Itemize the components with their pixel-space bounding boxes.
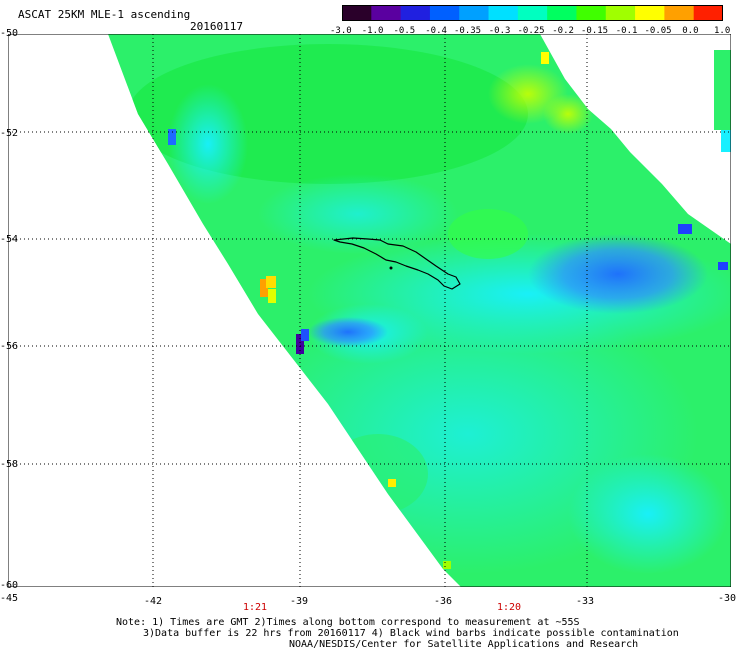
colorbar-swatch — [371, 5, 402, 21]
colorbar-swatch — [635, 5, 665, 21]
colorbar-label: -0.2 — [552, 26, 574, 36]
colorbar-swatch — [605, 5, 636, 21]
lon-label: -42 — [144, 596, 163, 607]
lon-label: -30 — [718, 593, 737, 604]
colorbar-swatch — [400, 5, 431, 21]
colorbar-swatch — [547, 5, 577, 21]
note-line-2: 3)Data buffer is 22 hrs from 20160117 4)… — [143, 628, 679, 639]
colorbar-swatch — [488, 5, 519, 21]
lat-label: -58 — [0, 459, 19, 470]
colorbar-swatch — [459, 5, 490, 21]
lon-label: -33 — [576, 596, 595, 607]
colorbar-swatch — [576, 5, 607, 21]
colorbar-label: -0.25 — [517, 26, 545, 36]
lat-label: -50 — [0, 28, 19, 39]
colorbar-label: -0.5 — [393, 26, 416, 36]
lon-label: -36 — [434, 596, 453, 607]
colorbar-label: 0.0 — [682, 26, 699, 36]
colorbar-labels: -3.0 -1.0 -0.5 -0.4 -0.35 -0.3 -0.25 -0.2 -0.15-… — [330, 26, 732, 38]
colorbar-border — [342, 5, 723, 21]
corner-swath — [714, 50, 731, 152]
colorbar-label: 1.0 — [714, 26, 731, 36]
product-title: ASCAT 25KM MLE-1 ascending — [18, 8, 191, 21]
colorbar — [342, 5, 723, 21]
edge-pixels — [168, 52, 728, 569]
lat-label: -54 — [0, 234, 19, 245]
colorbar-label: -0.15 — [581, 26, 609, 36]
product-date: 20160117 — [190, 20, 243, 33]
colorbar-label: -0.4 — [425, 26, 447, 36]
time-label: 1:20 — [497, 602, 522, 613]
note-line-1: Note: 1) Times are GMT 2)Times along bot… — [116, 617, 580, 628]
grid-lines — [8, 34, 731, 587]
south-georgia-island — [333, 237, 461, 290]
colorbar-label: -0.35 — [454, 26, 482, 36]
colorbar-swatch — [342, 5, 372, 21]
colorbar-label: -0.3 — [488, 26, 511, 36]
time-label: 1:21 — [243, 602, 268, 613]
colorbar-label: -1.0 — [361, 26, 384, 36]
note-line-3: NOAA/NESDIS/Center for Satellite Applica… — [289, 639, 639, 650]
wind-map — [8, 34, 731, 587]
lon-label: -39 — [290, 596, 309, 607]
lon-label: -45 — [0, 593, 19, 604]
colorbar-label: -0.05 — [644, 26, 672, 36]
colorbar-swatch — [517, 5, 548, 21]
lat-label: -56 — [0, 341, 19, 352]
colorbar-swatch — [429, 5, 460, 21]
colorbar-label: -3.0 — [330, 26, 352, 36]
colorbar-label: -0.1 — [615, 26, 638, 36]
swath-data — [108, 34, 731, 587]
lat-label: -60 — [0, 580, 19, 591]
colorbar-swatch — [693, 5, 723, 21]
colorbar-swatch — [664, 5, 695, 21]
lat-label: -52 — [0, 128, 19, 139]
